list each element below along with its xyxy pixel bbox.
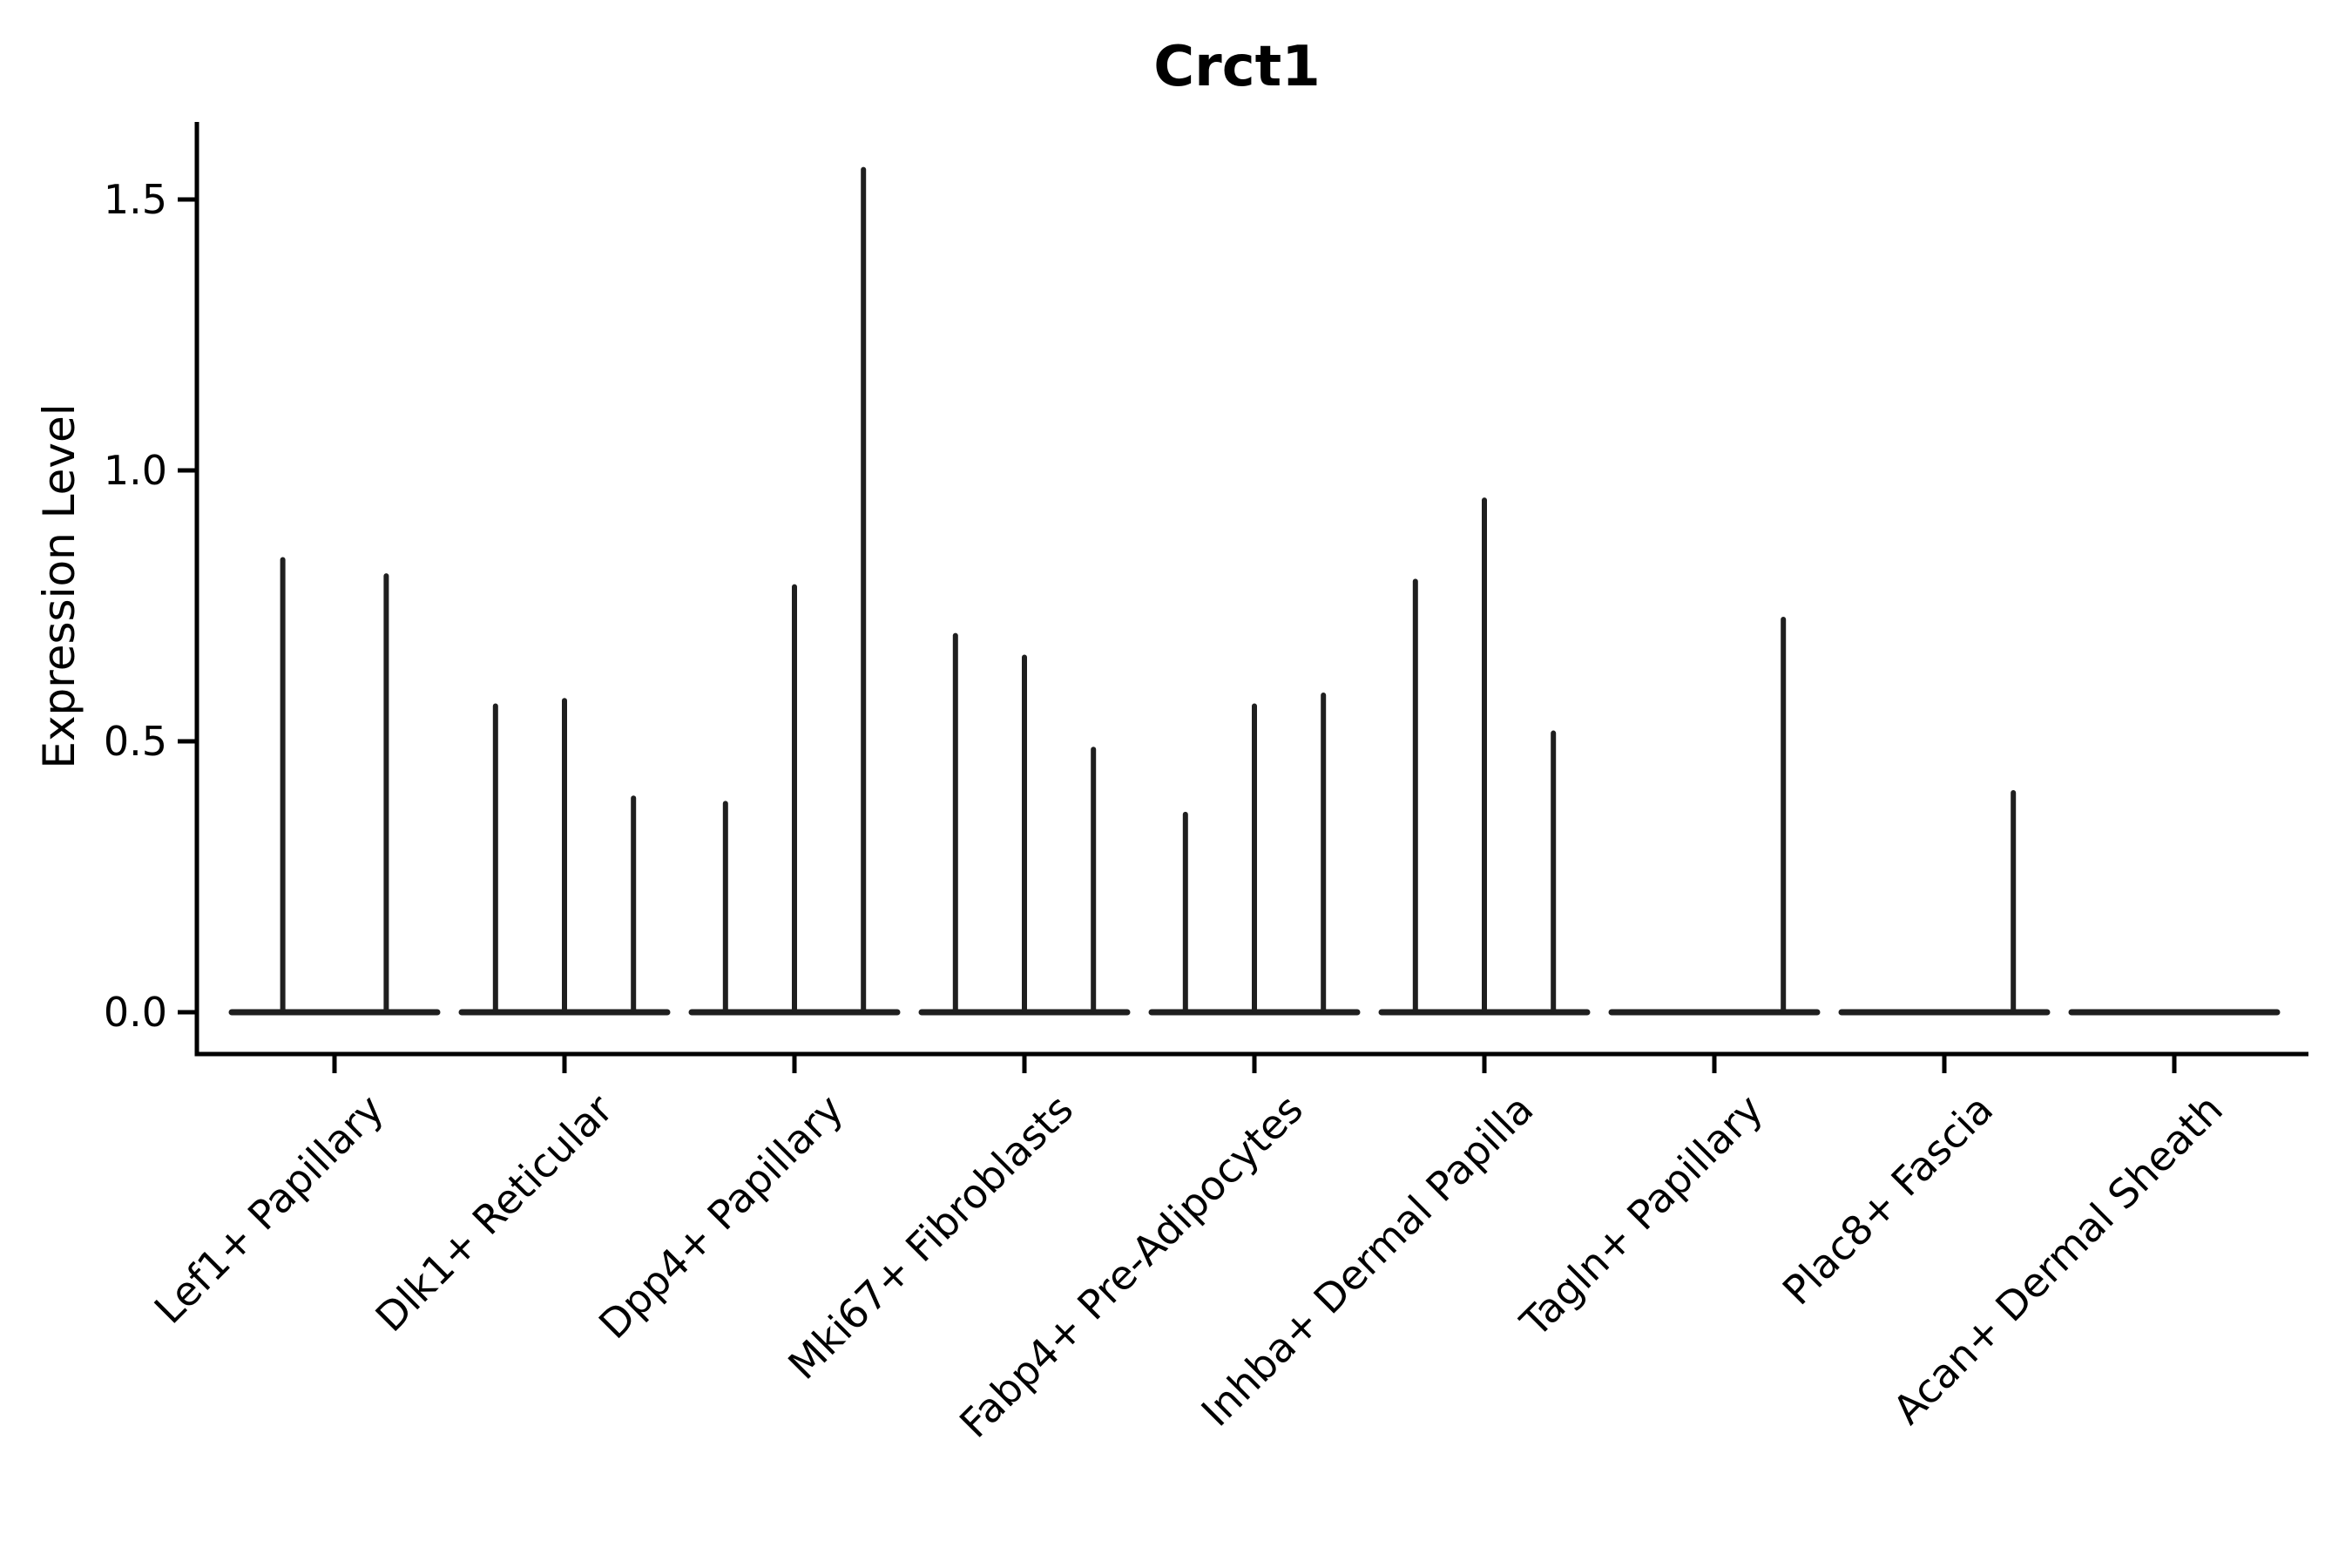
plot-title: Crct1	[1153, 35, 1321, 99]
y-tick-label: 0.0	[103, 989, 167, 1036]
y-tick-label: 0.5	[103, 718, 167, 765]
y-tick-label: 1.5	[103, 176, 167, 223]
y-tick-label: 1.0	[103, 447, 167, 494]
y-axis-label: Expression Level	[34, 403, 84, 769]
